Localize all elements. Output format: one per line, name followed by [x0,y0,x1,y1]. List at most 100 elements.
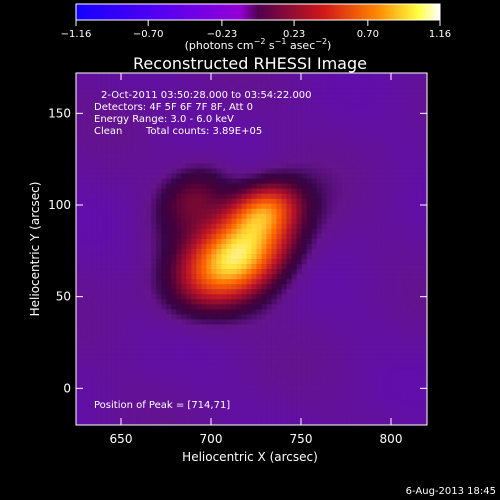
heatmap-cell [311,133,317,139]
heatmap-cell [371,339,378,345]
heatmap-cell [261,118,267,124]
heatmap-cell [331,178,338,184]
heatmap-cell [221,354,227,360]
heatmap-cell [406,88,413,94]
heatmap-cell [191,228,197,235]
heatmap-cell [341,243,348,250]
heatmap-cell [121,384,127,391]
heatmap-cell [196,143,202,149]
heatmap-cell [411,148,418,154]
heatmap-cell [336,264,343,270]
heatmap-cell [96,198,102,205]
heatmap-cell [141,153,147,159]
heatmap-cell [281,163,287,169]
heatmap-cell [161,213,167,220]
heatmap-cell [351,118,358,124]
heatmap-cell [116,78,122,84]
heatmap-cell [291,228,297,235]
heatmap-cell [156,203,162,210]
heatmap-cell [351,274,358,280]
heatmap-cell [281,93,287,99]
heatmap-cell [196,284,202,290]
heatmap-cell [381,264,388,270]
heatmap-cell [336,133,343,139]
heatmap-cell [411,289,418,295]
heatmap-cell [176,279,182,285]
heatmap-cell [231,178,237,184]
heatmap-cell [166,153,172,159]
heatmap-cell [346,168,353,174]
heatmap-cell [421,203,427,210]
heatmap-cell [176,168,182,174]
heatmap-cell [326,379,333,386]
heatmap-cell [336,238,343,245]
heatmap-cell [181,334,187,340]
heatmap-cell [111,128,117,134]
heatmap-cell [316,143,323,149]
heatmap-cell [326,269,333,275]
heatmap-cell [286,83,292,89]
heatmap-cell [161,98,167,104]
heatmap-cell [401,143,408,149]
heatmap-cell [151,279,157,285]
heatmap-cell [256,349,262,355]
heatmap-cell [261,279,267,285]
heatmap-cell [236,178,242,184]
heatmap-cell [86,168,92,174]
heatmap-cell [326,374,333,381]
heatmap-cell [346,404,353,411]
heatmap-cell [236,108,242,114]
heatmap-cell [186,73,192,79]
heatmap-cell [291,208,297,215]
heatmap-cell [321,153,328,159]
heatmap-cell [306,103,312,109]
heatmap-cell [296,83,302,89]
heatmap-cell [106,203,112,210]
heatmap-cell [196,83,202,89]
heatmap-cell [301,83,307,89]
heatmap-cell [276,324,282,330]
heatmap-cell [216,349,222,355]
heatmap-cell [291,148,297,154]
heatmap-cell [391,364,398,370]
heatmap-cell [191,269,197,275]
heatmap-cell [96,243,102,250]
heatmap-cell [356,289,363,295]
heatmap-cell [301,294,307,300]
heatmap-cell [106,289,112,295]
heatmap-cell [261,394,267,401]
heatmap-cell [296,374,302,381]
heatmap-cell [411,414,418,421]
heatmap-cell [106,264,112,270]
heatmap-cell [246,158,252,164]
heatmap-cell [206,168,212,174]
heatmap-cell [256,183,262,189]
heatmap-cell [386,213,393,220]
heatmap-cell [371,294,378,300]
heatmap-cell [231,113,237,119]
y-tick-label: 0 [63,381,71,395]
heatmap-cell [356,304,363,310]
heatmap-cell [391,243,398,250]
heatmap-cell [266,304,272,310]
heatmap-cell [101,329,107,335]
heatmap-cell [361,108,368,114]
heatmap-cell [401,349,408,355]
heatmap-cell [191,198,197,205]
heatmap-cell [261,78,267,84]
heatmap-cell [211,339,217,345]
heatmap-cell [296,409,302,416]
heatmap-cell [341,218,348,225]
heatmap-cell [76,319,82,325]
heatmap-cell [366,344,373,350]
heatmap-cell [191,203,197,210]
heatmap-cell [361,118,368,124]
heatmap-cell [351,394,358,401]
heatmap-cell [376,173,383,179]
heatmap-cell [401,354,408,360]
heatmap-cell [311,153,317,159]
heatmap-cell [361,168,368,174]
heatmap-cell [251,364,257,370]
heatmap-cell [131,228,137,235]
heatmap-cell [386,178,393,184]
